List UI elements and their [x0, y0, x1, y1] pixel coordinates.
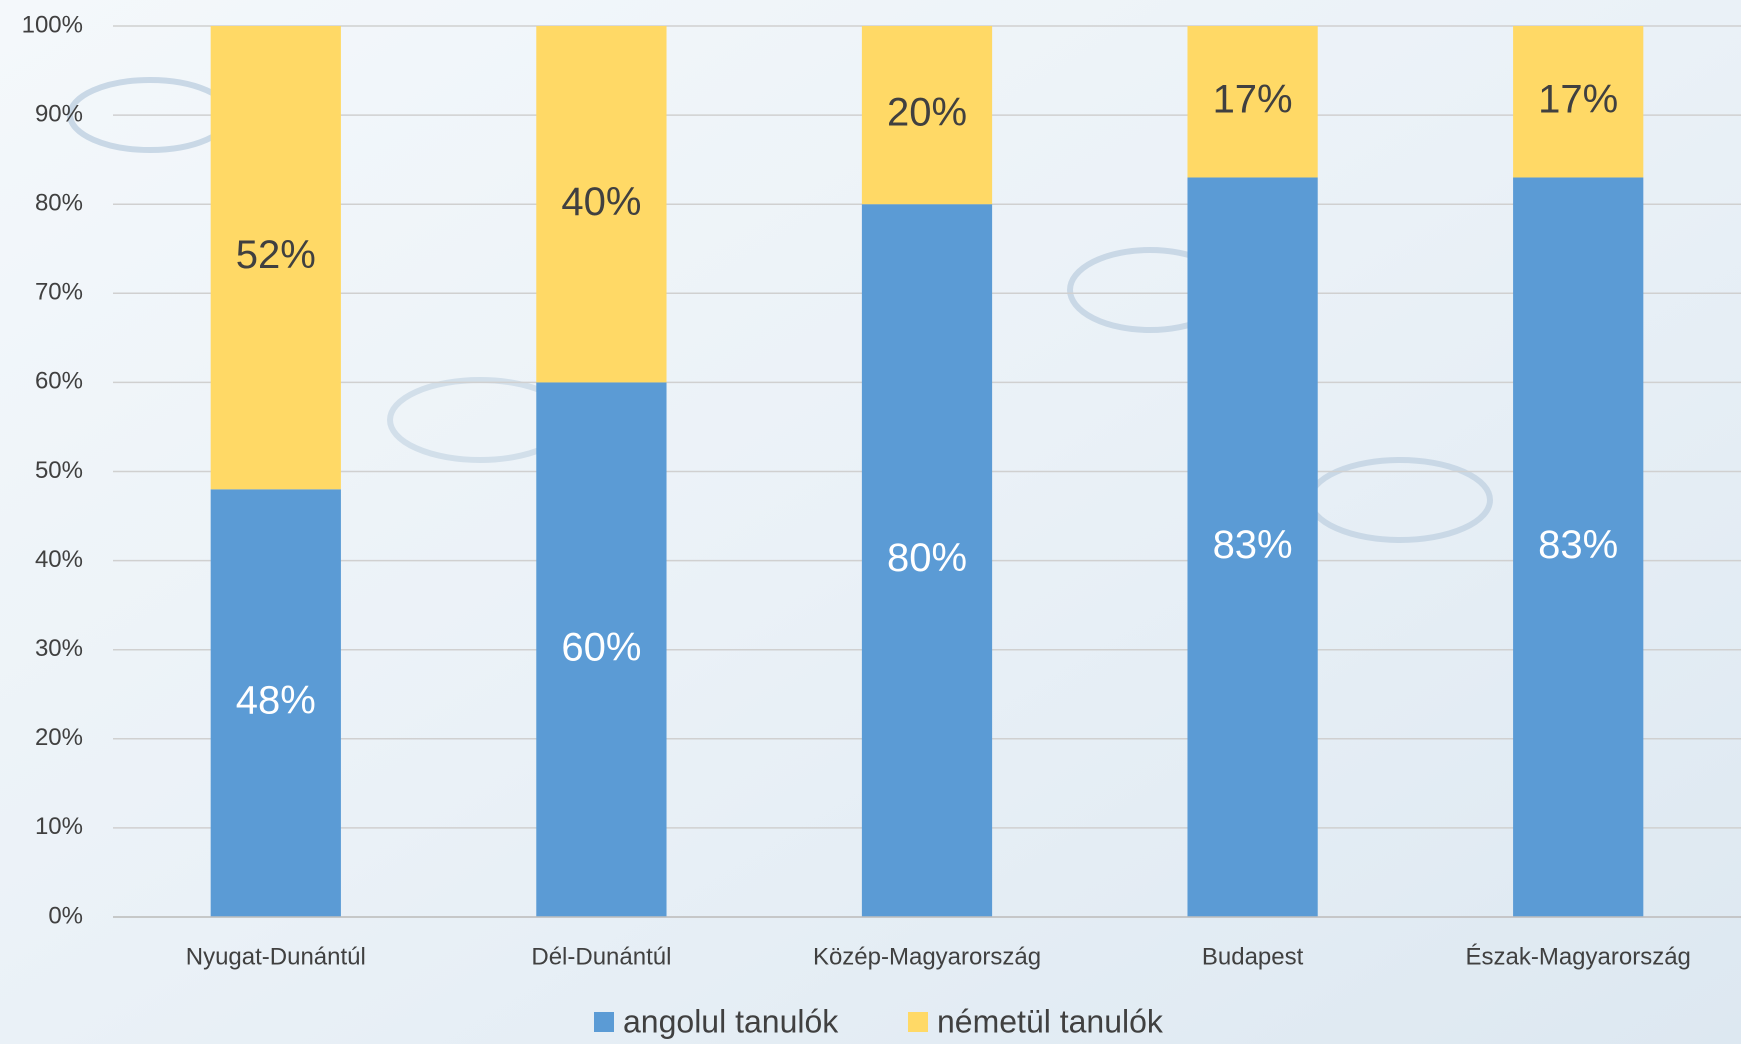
- y-tick-label: 50%: [35, 457, 83, 484]
- bar-segment: [536, 382, 667, 917]
- y-tick-label: 10%: [35, 813, 83, 840]
- bar-segment: [210, 489, 341, 917]
- value-label: 52%: [236, 233, 316, 277]
- value-label: 80%: [887, 536, 967, 580]
- value-label: 20%: [887, 91, 967, 135]
- value-label: 60%: [561, 625, 641, 669]
- value-label: 17%: [1538, 77, 1618, 121]
- x-tick-label: Dél-Dunántúl: [531, 943, 671, 970]
- y-tick-label: 100%: [22, 11, 83, 38]
- x-tick-label: Közép-Magyarország: [813, 943, 1041, 970]
- x-tick-label: Észak-Magyarország: [1465, 943, 1690, 970]
- legend-label: németül tanulók: [937, 1003, 1164, 1039]
- y-tick-label: 0%: [48, 902, 83, 929]
- y-tick-label: 60%: [35, 368, 83, 395]
- y-tick-label: 30%: [35, 635, 83, 662]
- y-tick-label: 70%: [35, 279, 83, 306]
- bar-segment: [1187, 26, 1318, 178]
- y-tick-label: 40%: [35, 546, 83, 573]
- legend-swatch: [594, 1012, 614, 1032]
- bar-segment: [861, 204, 993, 917]
- value-label: 83%: [1538, 523, 1618, 567]
- y-tick-label: 90%: [35, 100, 83, 127]
- bar-segment: [1187, 177, 1318, 918]
- bar-segment: [1513, 177, 1644, 918]
- legend-label: angolul tanulók: [623, 1003, 839, 1039]
- bar-segment: [536, 26, 667, 383]
- value-label: 17%: [1213, 77, 1293, 121]
- legend-swatch: [908, 1012, 928, 1032]
- x-tick-label: Nyugat-Dunántúl: [186, 943, 366, 970]
- y-tick-label: 80%: [35, 190, 83, 217]
- bar-segment: [210, 26, 341, 490]
- bar-segment: [861, 26, 993, 205]
- y-tick-label: 20%: [35, 724, 83, 751]
- value-label: 83%: [1213, 523, 1293, 567]
- value-label: 40%: [561, 180, 641, 224]
- x-tick-label: Budapest: [1202, 943, 1304, 970]
- bar-segment: [1513, 26, 1644, 178]
- value-label: 48%: [236, 679, 316, 723]
